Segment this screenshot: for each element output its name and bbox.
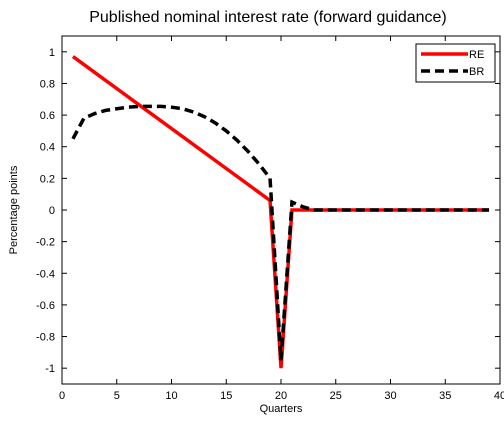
y-tick-label: 0.6 — [40, 110, 55, 122]
x-axis-label: Quarters — [260, 403, 303, 415]
y-tick-label: -0.4 — [36, 268, 55, 280]
x-tick-label: 25 — [330, 390, 342, 402]
legend-box — [415, 43, 496, 83]
legend-label-re: RE — [469, 49, 484, 61]
y-tick-label: 1 — [49, 47, 55, 59]
series-layer — [71, 55, 490, 369]
legend: RE BR — [415, 43, 496, 83]
legend-label-br: BR — [469, 66, 484, 78]
x-tick-label: 40 — [494, 390, 504, 402]
y-tick-label: 0.2 — [40, 173, 55, 185]
y-tick-label: -0.8 — [36, 332, 55, 344]
chart-title: Published nominal interest rate (forward… — [89, 9, 447, 26]
x-tick-label: 5 — [114, 390, 120, 402]
x-tick-label: 10 — [165, 390, 177, 402]
x-tick-label: 30 — [384, 390, 396, 402]
x-tick-label: 0 — [59, 390, 65, 402]
y-axis-ticks: -1 -0.8 -0.6 -0.4 -0.2 0 0.2 0.4 0.6 0.8 1 — [36, 47, 500, 375]
x-tick-label: 15 — [220, 390, 232, 402]
y-tick-label: 0 — [49, 205, 55, 217]
x-tick-label: 20 — [275, 390, 287, 402]
y-tick-label: 0.8 — [40, 78, 55, 90]
y-tick-label: -0.6 — [36, 300, 55, 312]
x-tick-label: 35 — [439, 390, 451, 402]
y-tick-label: -0.2 — [36, 237, 55, 249]
y-axis-label: Percentage points — [8, 165, 20, 254]
y-tick-label: -1 — [45, 363, 55, 375]
series-line-re — [71, 55, 490, 369]
series-line-br — [71, 104, 490, 361]
x-axis-ticks: 0 5 10 15 20 25 30 35 40 — [59, 36, 504, 402]
y-tick-label: 0.4 — [40, 142, 55, 154]
